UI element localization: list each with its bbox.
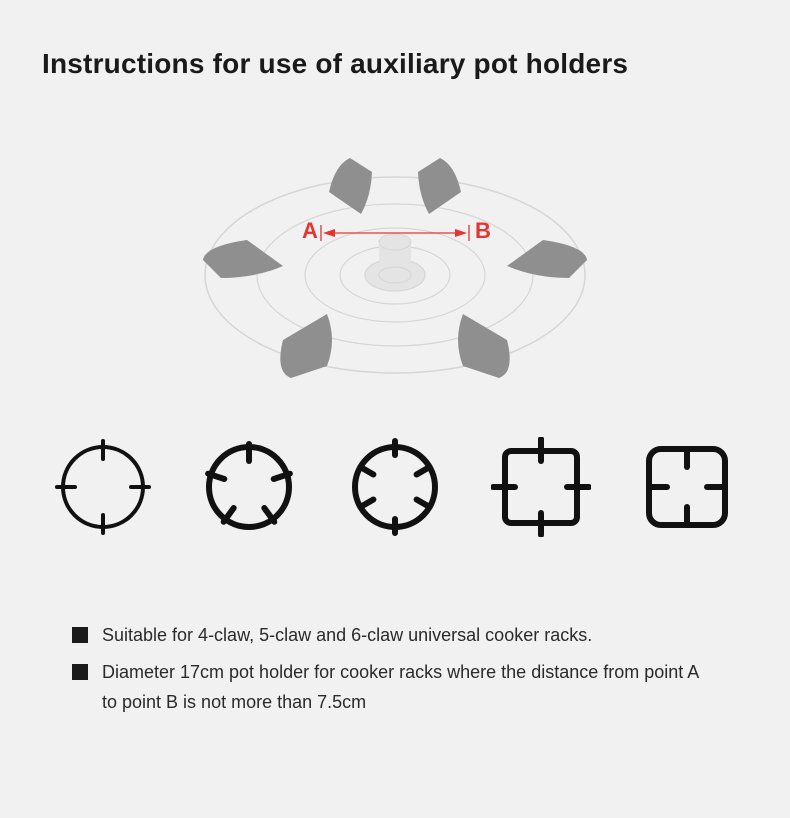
label-b: B bbox=[475, 218, 491, 243]
burner-diagram: A B bbox=[42, 110, 748, 400]
icon-square-4-cross bbox=[488, 434, 594, 540]
icon-square-4-tabs bbox=[634, 434, 740, 540]
bullet-item: Diameter 17cm pot holder for cooker rack… bbox=[72, 657, 718, 718]
icon-circle-5-tabs bbox=[196, 434, 302, 540]
page-title: Instructions for use of auxiliary pot ho… bbox=[42, 48, 748, 80]
bullet-list: Suitable for 4-claw, 5-claw and 6-claw u… bbox=[42, 620, 748, 718]
bullet-marker-icon bbox=[72, 627, 88, 643]
infographic-page: Instructions for use of auxiliary pot ho… bbox=[0, 0, 790, 760]
bullet-item: Suitable for 4-claw, 5-claw and 6-claw u… bbox=[72, 620, 718, 651]
burner-rings bbox=[205, 177, 585, 373]
burner-svg: A B bbox=[155, 110, 635, 400]
icon-circle-4-cross bbox=[50, 434, 156, 540]
icon-circle-6-tabs bbox=[342, 434, 448, 540]
label-a: A bbox=[302, 218, 318, 243]
bullet-text: Suitable for 4-claw, 5-claw and 6-claw u… bbox=[102, 620, 718, 651]
bullet-marker-icon bbox=[72, 664, 88, 680]
rack-type-icons bbox=[42, 434, 748, 540]
bullet-text: Diameter 17cm pot holder for cooker rack… bbox=[102, 657, 718, 718]
